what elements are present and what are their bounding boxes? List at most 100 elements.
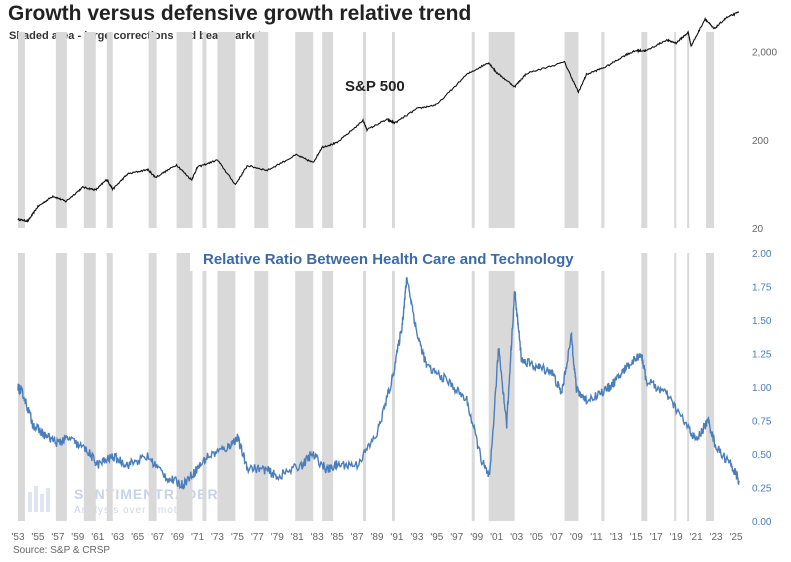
top-y-tick-label: 200 (752, 136, 769, 147)
top-shaded-period (148, 32, 157, 228)
bottom-shaded-period (564, 253, 579, 521)
watermark-logo-icon (28, 486, 50, 512)
x-tick-label: '13 (610, 532, 623, 543)
top-shaded-period (601, 32, 605, 228)
bottom-shaded-period (471, 253, 475, 521)
top-shaded-period (391, 32, 395, 228)
bottom-title-background (190, 245, 615, 271)
x-tick-label: '25 (729, 532, 742, 543)
top-shaded-period (83, 32, 96, 228)
top-shaded-period (471, 32, 475, 228)
top-shaded-period (254, 32, 269, 228)
x-tick-label: '55 (31, 532, 44, 543)
x-tick-label: '09 (570, 532, 583, 543)
x-tick-label: '77 (251, 532, 264, 543)
bottom-y-tick-label: 0.00 (752, 517, 772, 528)
x-tick-label: '89 (370, 532, 383, 543)
x-axis: '53 '55 '57 '59 '61 '63 '65 '67 '69 '71 '73 '75 '77 '… (11, 532, 742, 543)
bottom-shaded-period (176, 253, 193, 521)
bottom-shaded-period (674, 253, 677, 521)
bottom-shaded-period (488, 253, 515, 521)
x-tick-label: '57 (51, 532, 64, 543)
bottom-shaded-period (148, 253, 157, 521)
x-tick-label: '73 (211, 532, 224, 543)
top-shaded-period (641, 32, 648, 228)
x-tick-label: '05 (530, 532, 543, 543)
bottom-shaded-period (601, 253, 605, 521)
bottom-y-tick-label: 1.50 (752, 316, 772, 327)
top-shaded-period (106, 32, 113, 228)
bottom-shaded-period (106, 253, 113, 521)
relative-ratio-series-line (17, 277, 740, 491)
bottom-shaded-period (363, 253, 367, 521)
x-tick-label: '03 (510, 532, 523, 543)
bottom-chart-title: Relative Ratio Between Health Care and T… (203, 251, 574, 268)
x-tick-label: '61 (91, 532, 104, 543)
bottom-y-tick-label: 1.25 (752, 350, 772, 361)
x-tick-label: '67 (151, 532, 164, 543)
x-tick-label: '81 (291, 532, 304, 543)
x-tick-label: '85 (331, 532, 344, 543)
top-shaded-period (687, 32, 690, 228)
x-tick-label: '63 (111, 532, 124, 543)
bottom-shaded-period (322, 253, 334, 521)
x-tick-label: '87 (351, 532, 364, 543)
x-tick-label: '71 (191, 532, 204, 543)
top-shaded-period (564, 32, 579, 228)
top-shaded-period (674, 32, 677, 228)
sp500-series-line (17, 11, 739, 223)
x-tick-label: '83 (311, 532, 324, 543)
top-shaded-period (488, 32, 515, 228)
top-shaded-period (217, 32, 236, 228)
x-tick-label: '19 (670, 532, 683, 543)
bottom-y-tick-label: 0.25 (752, 484, 772, 495)
bottom-shaded-period (706, 253, 715, 521)
top-shaded-period (706, 32, 715, 228)
x-tick-label: '07 (550, 532, 563, 543)
bottom-shaded-period (295, 253, 314, 521)
chart-title: Growth versus defensive growth relative … (8, 2, 472, 25)
top-y-tick-label: 2,000 (752, 48, 777, 59)
bottom-y-tick-label: 0.75 (752, 417, 772, 428)
bottom-y-tick-label: 1.00 (752, 383, 772, 394)
source-note: Source: S&P & CRSP (13, 545, 111, 556)
x-tick-label: '59 (71, 532, 84, 543)
top-y-tick-label: 20 (752, 224, 764, 235)
x-tick-label: '65 (131, 532, 144, 543)
x-tick-label: '15 (630, 532, 643, 543)
x-tick-label: '97 (450, 532, 463, 543)
top-shaded-period (322, 32, 334, 228)
bottom-shaded-period (391, 253, 395, 521)
x-tick-label: '21 (690, 532, 703, 543)
x-tick-label: '99 (470, 532, 483, 543)
top-shaded-period (295, 32, 314, 228)
x-tick-label: '01 (490, 532, 503, 543)
bottom-y-tick-label: 0.50 (752, 450, 772, 461)
top-shaded-periods (18, 32, 715, 228)
top-shaded-period (18, 32, 25, 228)
watermark-tagline: Analysis over Emotion (74, 505, 194, 516)
top-shaded-period (202, 32, 207, 228)
x-tick-label: '91 (390, 532, 403, 543)
top-shaded-period (176, 32, 193, 228)
bottom-shaded-period (254, 253, 269, 521)
bottom-y-tick-label: 1.75 (752, 283, 772, 294)
x-tick-label: '11 (590, 532, 603, 543)
x-tick-label: '75 (231, 532, 244, 543)
x-tick-label: '53 (11, 532, 24, 543)
bottom-y-axis: 0.00 0.25 0.50 0.75 1.00 1.25 1.50 1.75 2.00 (752, 249, 772, 528)
sp500-annotation: S&P 500 (345, 78, 405, 95)
x-tick-label: '69 (171, 532, 184, 543)
x-tick-label: '79 (271, 532, 284, 543)
bottom-shaded-periods (18, 253, 715, 521)
bottom-shaded-period (687, 253, 690, 521)
bottom-shaded-period (83, 253, 96, 521)
bottom-shaded-period (641, 253, 648, 521)
top-shaded-period (55, 32, 67, 228)
bottom-y-tick-label: 2.00 (752, 249, 772, 260)
top-y-axis: 20 200 2,000 (752, 48, 777, 235)
bottom-shaded-period (202, 253, 207, 521)
bottom-shaded-period (55, 253, 67, 521)
